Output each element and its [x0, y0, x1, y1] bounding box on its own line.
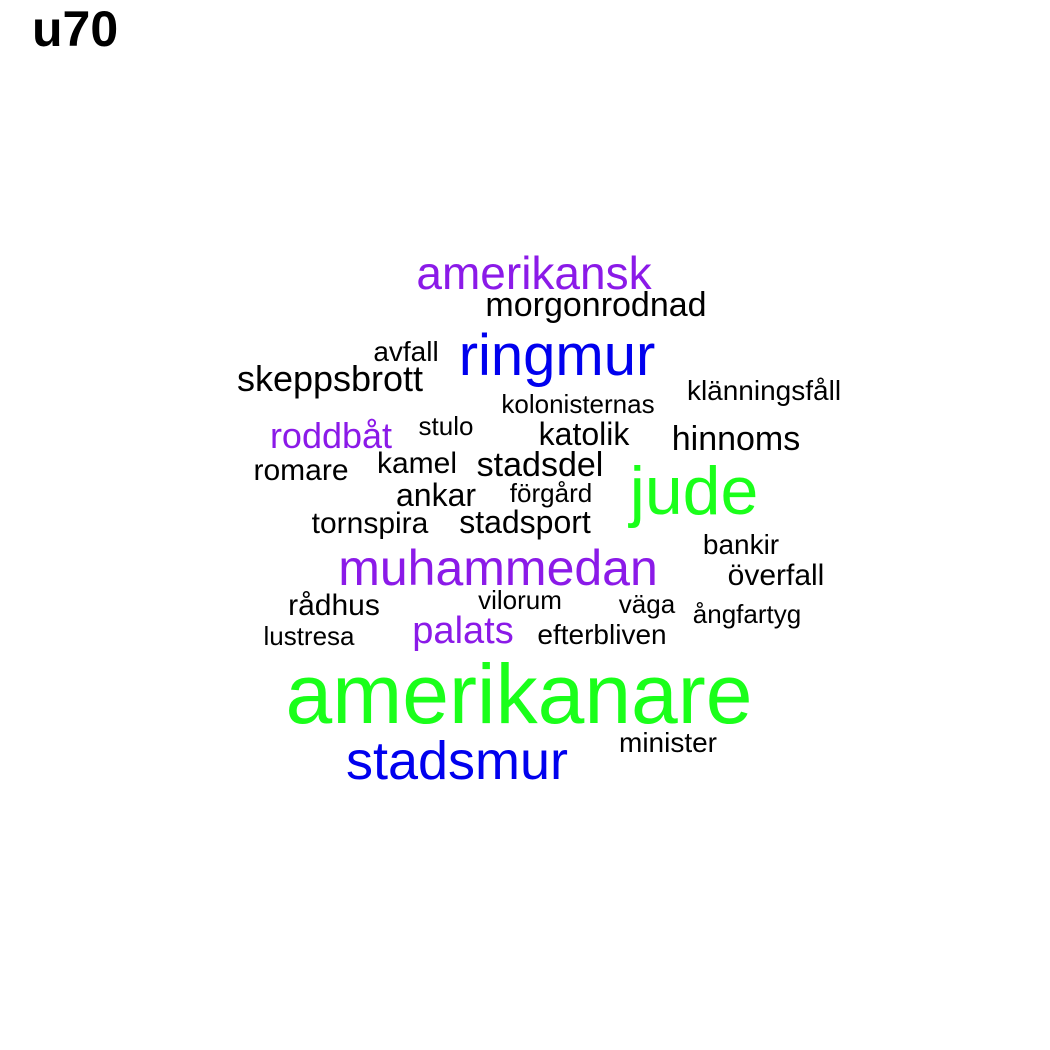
word: muhammedan	[338, 540, 658, 596]
word: klänningsfåll	[686, 375, 842, 406]
word: tornspira	[311, 507, 429, 540]
word: hinnoms	[671, 420, 801, 458]
word: ankar	[395, 477, 477, 513]
word: rådhus	[288, 589, 380, 622]
word: överfall	[727, 559, 825, 592]
word: romare	[253, 454, 349, 487]
word: väga	[618, 589, 676, 619]
word: stadsdel	[476, 446, 604, 484]
word: efterbliven	[537, 619, 667, 650]
word: jude	[629, 453, 759, 529]
word: vilorum	[478, 585, 562, 615]
word: palats	[412, 610, 514, 652]
page-title: u70	[32, 1, 119, 57]
word: minister	[618, 727, 718, 758]
word: stadsport	[459, 504, 591, 540]
word: roddbåt	[269, 415, 393, 456]
word: stulo	[418, 411, 474, 441]
word: amerikansk	[416, 247, 652, 299]
word: kamel	[376, 447, 458, 480]
word: förgård	[509, 478, 593, 508]
word: kolonisternas	[501, 389, 655, 419]
word: avfall	[373, 336, 439, 367]
word: bankir	[702, 529, 780, 560]
word: ångfartyg	[692, 599, 802, 629]
word: lustresa	[263, 621, 355, 651]
word: morgonrodnad	[485, 286, 707, 324]
word: katolik	[538, 416, 630, 452]
word: stadsmur	[345, 731, 569, 791]
word: amerikanare	[285, 647, 753, 741]
word: skeppsbrott	[236, 358, 424, 399]
word: ringmur	[458, 323, 656, 388]
